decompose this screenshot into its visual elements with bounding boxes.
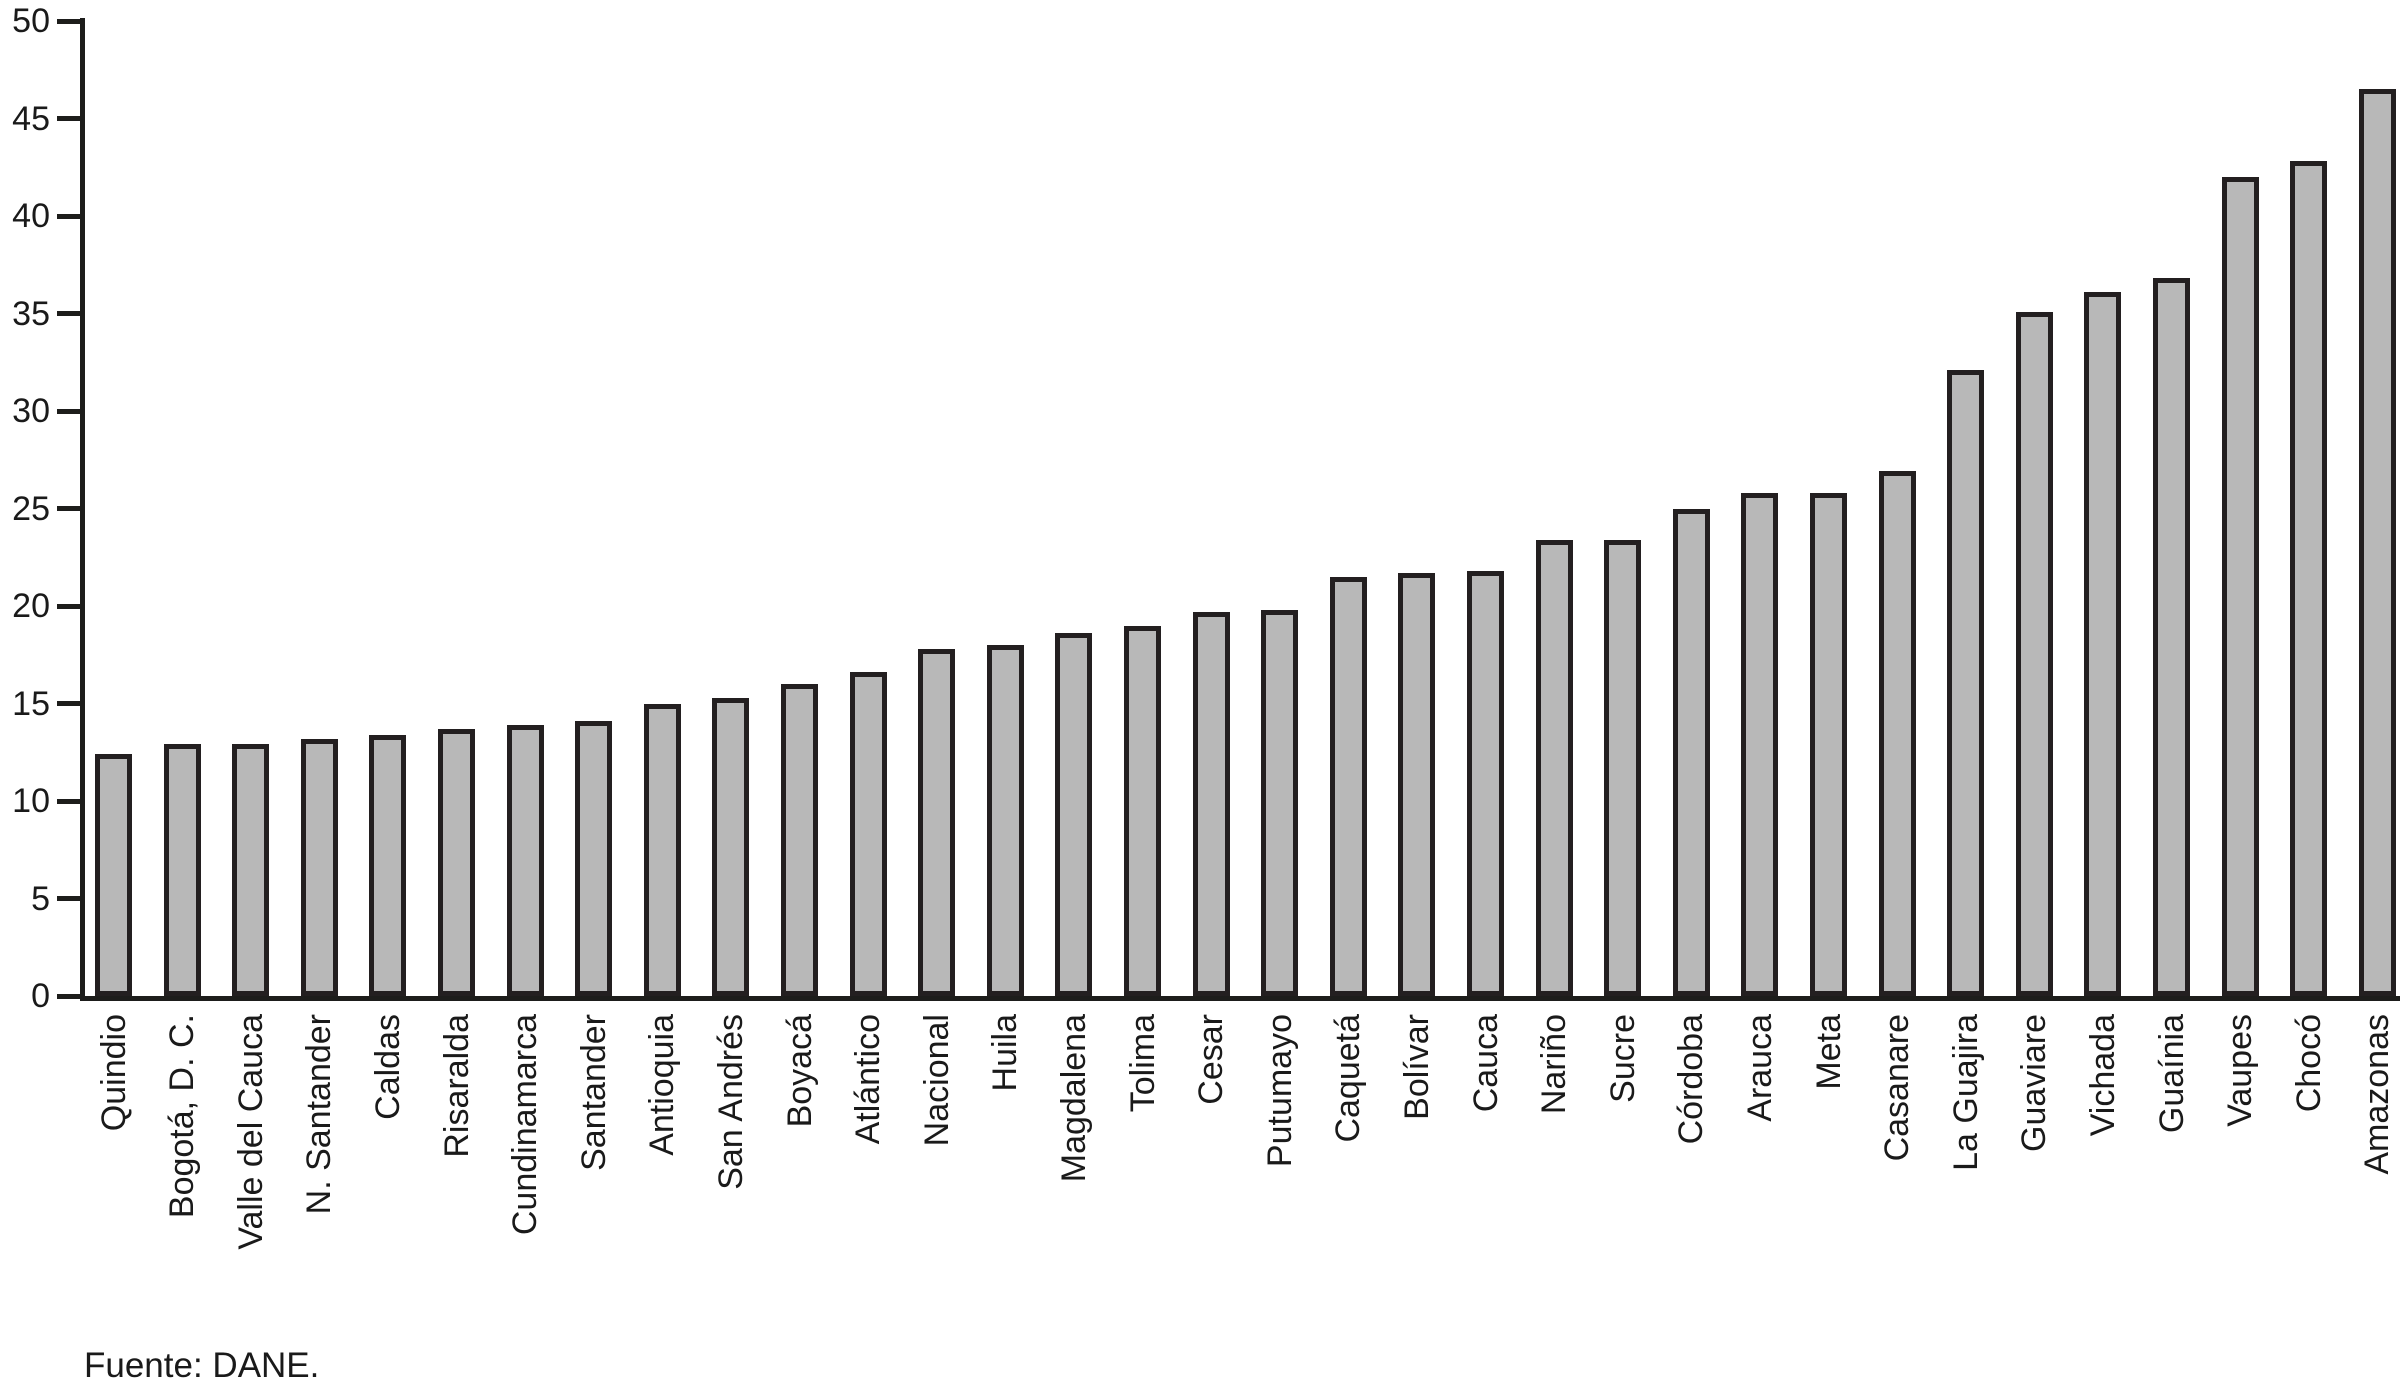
y-tick-label: 10 (12, 782, 50, 820)
bar (1261, 609, 1299, 996)
bar (1124, 625, 1161, 996)
x-axis-label: Quindio (94, 1014, 133, 1132)
x-axis-label: Risaralda (437, 1014, 476, 1158)
x-axis-label: Guaínia (2152, 1014, 2191, 1134)
bar (1398, 572, 1436, 996)
x-axis-label: Huila (986, 1014, 1025, 1092)
bar (1467, 570, 1504, 996)
x-axis-label: Caldas (368, 1014, 407, 1120)
bar (986, 645, 1024, 996)
bar (1329, 576, 1367, 996)
x-axis-label: N. Santander (300, 1014, 339, 1215)
bar (300, 738, 338, 996)
x-axis-label: Atlántico (849, 1014, 888, 1145)
y-tick-label: 0 (31, 977, 50, 1015)
x-axis-label: Chocó (2289, 1014, 2328, 1113)
x-axis-label: Vichada (2083, 1014, 2122, 1137)
bar (506, 724, 544, 996)
x-axis-label: Amazonas (2358, 1014, 2397, 1175)
y-tick-mark (57, 798, 80, 804)
x-axis-line (80, 996, 2400, 1001)
bar (2153, 278, 2190, 996)
bar (643, 703, 681, 996)
x-axis-label: Nariño (1535, 1014, 1574, 1115)
bar (232, 744, 270, 996)
x-axis-label: Casanare (1878, 1014, 1917, 1162)
x-axis-label: Nacional (917, 1014, 956, 1147)
y-tick-mark (57, 506, 80, 511)
bar (1535, 539, 1573, 996)
y-tick-label: 5 (31, 879, 50, 918)
y-tick-label: 20 (12, 587, 50, 625)
bar (1055, 633, 1093, 996)
x-axis-label: Santander (574, 1014, 613, 1171)
x-axis-label: Sucre (1603, 1014, 1642, 1103)
bar (2015, 311, 2053, 996)
y-axis-line (80, 18, 85, 1001)
bar (2221, 177, 2259, 996)
x-axis-label: Vaupes (2221, 1014, 2260, 1127)
bar (1810, 492, 1847, 996)
x-axis-label: Magdalena (1054, 1014, 1093, 1183)
x-axis-label: Caquetá (1329, 1014, 1368, 1143)
y-tick-mark (57, 408, 80, 414)
x-axis-label: Putumayo (1260, 1014, 1299, 1168)
bar (1878, 471, 1916, 996)
x-axis-label: Cesar (1192, 1014, 1231, 1105)
x-axis-label: Valle del Cauca (231, 1014, 270, 1250)
x-axis-label: Boyacá (780, 1014, 819, 1128)
x-axis-label: Bolívar (1397, 1014, 1436, 1120)
bar (1741, 492, 1779, 996)
bar (1672, 508, 1710, 996)
x-axis-label: Cauca (1466, 1014, 1505, 1113)
source-note: Fuente: DANE. (84, 1346, 320, 1385)
x-axis-label: San Andrés (711, 1014, 750, 1190)
y-tick-label: 15 (12, 684, 50, 723)
bar (2290, 161, 2328, 996)
y-tick-label: 50 (12, 2, 50, 40)
bar (712, 697, 750, 996)
y-tick-label: 30 (12, 392, 50, 430)
y-tick-mark (57, 896, 80, 901)
bar (781, 684, 818, 996)
y-tick-label: 25 (12, 489, 50, 528)
x-axis-label: Córdoba (1672, 1014, 1711, 1145)
x-axis-label: Antioquia (643, 1014, 682, 1156)
x-axis-label: La Guajira (1946, 1014, 1985, 1171)
bar (2358, 89, 2396, 996)
bar (849, 672, 887, 996)
bar (575, 721, 613, 996)
bar (918, 648, 956, 996)
bar (2084, 292, 2122, 996)
y-tick-label: 45 (12, 99, 50, 138)
bar (1604, 539, 1642, 996)
bar (369, 734, 407, 996)
x-axis-label: Cundinamarca (506, 1014, 545, 1236)
bar (163, 744, 201, 996)
y-tick-mark (57, 603, 80, 609)
y-tick-mark (57, 116, 80, 121)
y-tick-label: 35 (12, 294, 50, 333)
x-axis-label: Guaviare (2015, 1014, 2054, 1152)
bar (1192, 611, 1230, 996)
x-axis-label: Bogotá, D. C. (163, 1014, 202, 1219)
y-tick-mark (57, 311, 80, 316)
bar (1947, 370, 1985, 996)
x-axis-label: Tolima (1123, 1014, 1162, 1113)
y-tick-mark (57, 701, 80, 706)
bar (438, 728, 475, 996)
x-axis-label: Arauca (1740, 1014, 1779, 1122)
y-tick-mark (57, 993, 80, 999)
y-tick-mark (57, 18, 80, 24)
y-tick-mark (57, 213, 80, 219)
bar (95, 754, 132, 996)
y-tick-label: 40 (12, 197, 50, 235)
x-axis-label: Meta (1809, 1014, 1848, 1090)
